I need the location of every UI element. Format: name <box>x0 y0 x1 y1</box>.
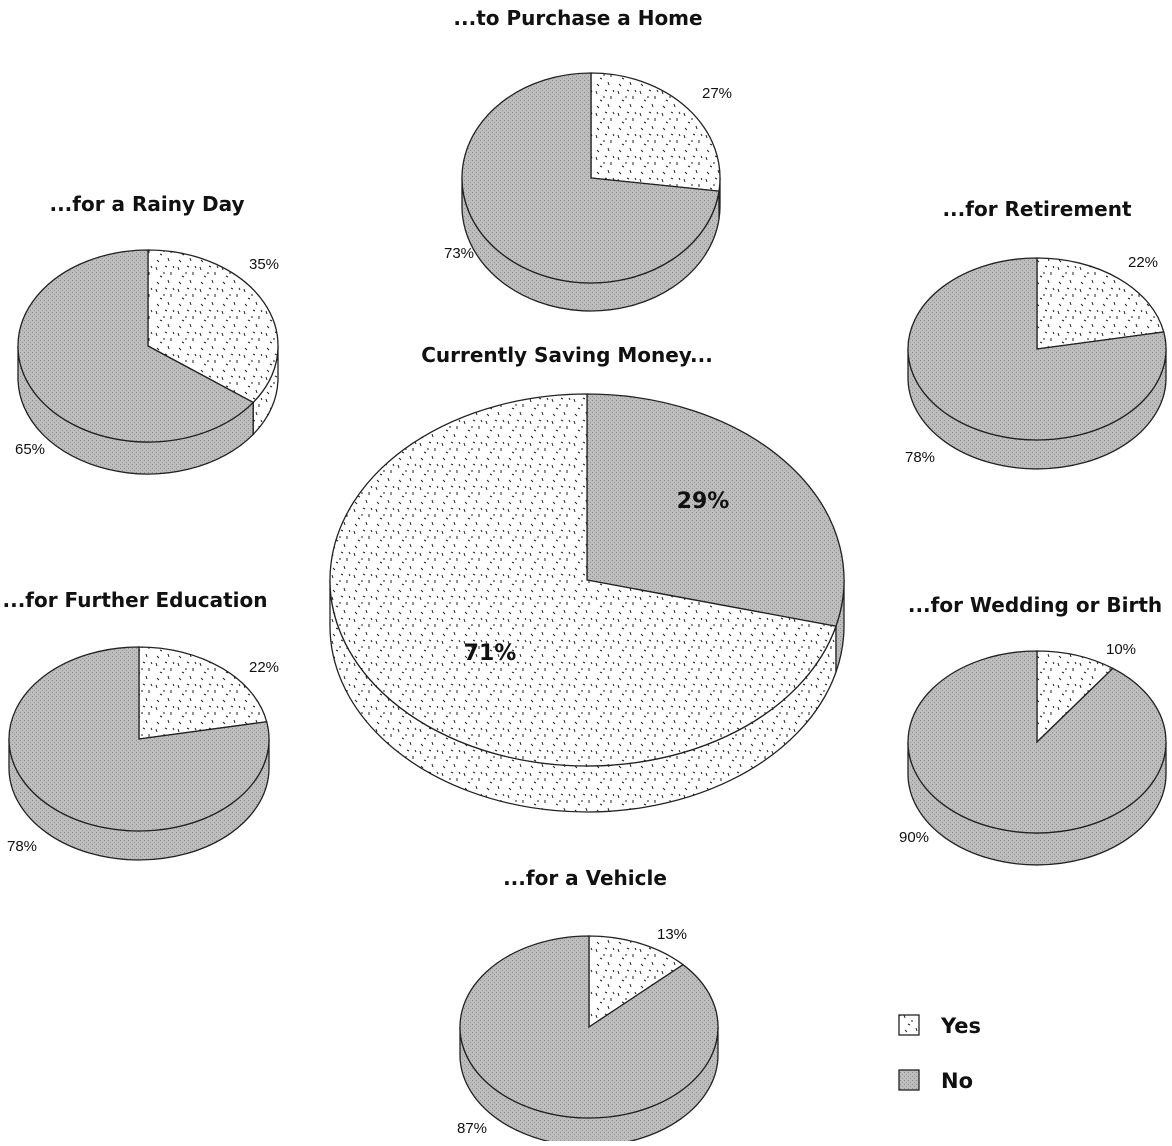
pie-chart-for-wedding-or-birth: ...for Wedding or Birth 10% 90% <box>899 593 1167 866</box>
legend-label-yes: Yes <box>940 1014 981 1038</box>
slice-yes <box>329 393 837 767</box>
slice-yes <box>138 646 268 740</box>
slice-yes <box>147 249 279 404</box>
chart-title: ...for Wedding or Birth <box>908 593 1162 617</box>
data-label-yes: 10% <box>1106 641 1136 658</box>
chart-title: ...for Retirement <box>942 197 1132 221</box>
slice-no <box>907 257 1167 441</box>
pie-chart-for-further-education: ...for Further Education 22% 78% <box>3 588 279 861</box>
data-label-no: 29% <box>677 489 730 514</box>
data-label-no: 78% <box>905 449 935 466</box>
data-label-no: 90% <box>899 829 929 846</box>
data-label-no: 65% <box>15 441 45 458</box>
legend-label-no: No <box>941 1069 973 1093</box>
pie-chart-for-a-vehicle: ...for a Vehicle 13% 87% <box>457 866 719 1146</box>
legend-swatch-yes <box>898 1014 920 1036</box>
chart-title: ...for Further Education <box>3 588 268 612</box>
slice-no <box>8 646 270 832</box>
slice-yes <box>590 72 721 192</box>
data-label-yes: 71% <box>464 641 517 666</box>
slice-no <box>17 249 255 443</box>
data-label-no: 73% <box>444 245 474 262</box>
pie-chart-for-retirement: ...for Retirement 22% 78% <box>905 197 1167 470</box>
chart-title: ...for a Vehicle <box>503 866 667 890</box>
data-label-yes: 13% <box>657 926 687 943</box>
pie-chart-for-a-rainy-day: ...for a Rainy Day 35% 65% <box>15 192 279 475</box>
legend: Yes No <box>898 1014 981 1093</box>
data-label-no: 78% <box>7 838 37 855</box>
slice-no <box>907 650 1167 834</box>
pie-chart-to-purchase-a-home: ...to Purchase a Home 27% 73% <box>444 6 732 312</box>
pie-charts: Currently Saving Money... 71% 29% ...to Pur… <box>3 6 1167 1146</box>
data-label-yes: 27% <box>702 85 732 102</box>
slice-no <box>586 393 845 627</box>
chart-title: ...for a Rainy Day <box>49 192 244 216</box>
chart-title: ...to Purchase a Home <box>453 6 702 30</box>
chart-title: Currently Saving Money... <box>421 343 713 367</box>
slice-yes <box>588 935 685 1029</box>
slice-no <box>459 935 719 1119</box>
data-label-no: 87% <box>457 1120 487 1137</box>
data-label-yes: 35% <box>249 256 279 273</box>
slice-yes <box>1036 257 1165 350</box>
legend-swatch-no <box>898 1069 920 1091</box>
data-label-yes: 22% <box>249 659 279 676</box>
pie-chart-currently-saving-money: Currently Saving Money... 71% 29% <box>329 343 845 813</box>
data-label-yes: 22% <box>1128 254 1158 271</box>
slice-no <box>461 72 720 284</box>
slice-yes <box>1036 650 1114 744</box>
